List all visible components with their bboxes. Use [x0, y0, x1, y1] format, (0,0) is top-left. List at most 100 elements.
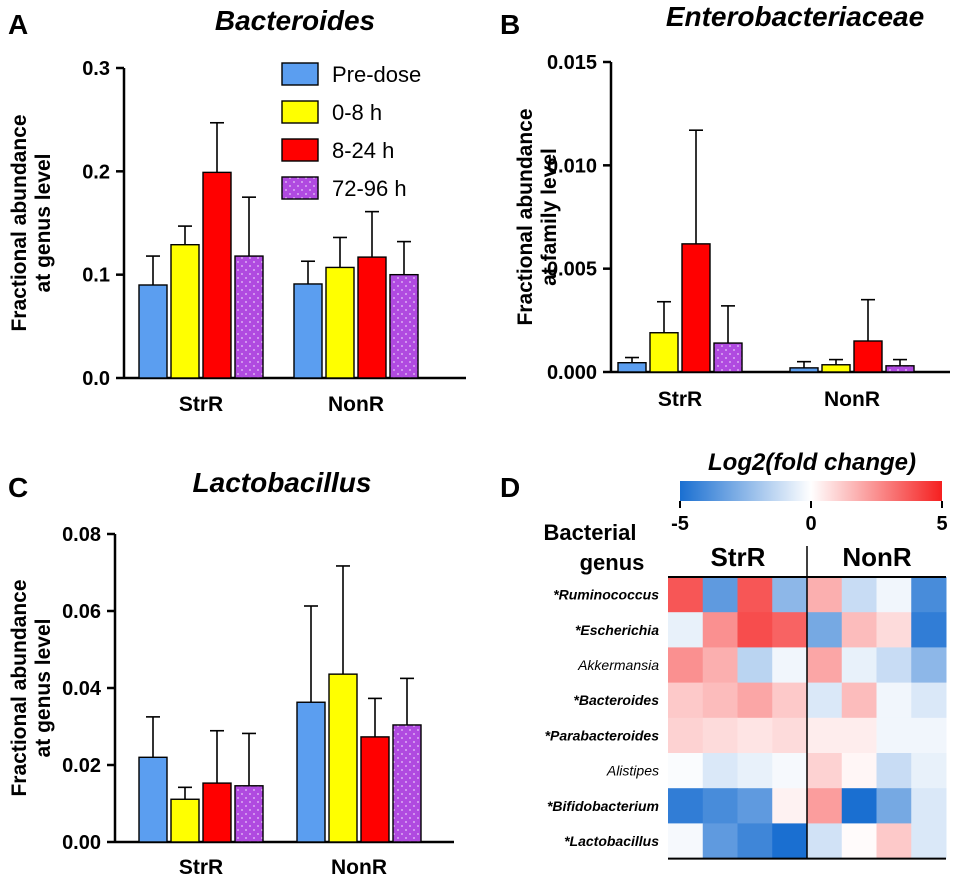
bar	[789, 367, 819, 373]
colorbar-tick-label: -5	[671, 513, 689, 535]
x-category-label: NonR	[824, 388, 880, 411]
bar	[617, 362, 647, 373]
bar	[138, 284, 168, 379]
chart-panel-b: Enterobacteriaceae Fractional abundance at…	[514, 1, 950, 411]
panel-letter-d: D	[500, 472, 520, 503]
heatmap-cell	[807, 753, 843, 789]
colorbar-tick-label: 5	[936, 513, 947, 535]
bar	[138, 756, 168, 843]
y-tick-label: 0.0	[82, 368, 110, 390]
heatmap-cell	[807, 788, 843, 824]
heatmap-cell	[702, 717, 738, 754]
heatmap-cell	[911, 612, 947, 648]
heatmap-cell	[876, 788, 912, 824]
bar	[234, 785, 264, 843]
chart-panel-a: Bacteroides Fractional abundance at genus …	[8, 5, 466, 416]
panel-letter-c: C	[8, 472, 28, 503]
bar	[293, 283, 323, 379]
bar	[821, 364, 851, 373]
heatmap-cell	[807, 717, 843, 754]
heatmap-group-label: StrR	[711, 542, 766, 572]
y-tick-label: 0.3	[82, 58, 110, 80]
bar	[234, 255, 264, 379]
heatmap-cell	[702, 823, 738, 860]
heatmap-cell	[807, 577, 843, 613]
legend-label: Pre-dose	[332, 62, 421, 87]
legend-swatch	[281, 100, 319, 124]
heatmap-row-label: *Ruminococcus	[553, 587, 659, 603]
heatmap-cell	[772, 717, 808, 754]
x-category-label: StrR	[658, 388, 702, 411]
heatmap-cell	[841, 823, 877, 860]
heatmap-cell	[807, 612, 843, 648]
heatmap-cell	[911, 647, 947, 684]
heatmap-cell	[911, 788, 947, 824]
heatmap-cell	[876, 682, 912, 719]
legend-label: 8-24 h	[332, 138, 394, 163]
bar	[649, 332, 679, 373]
heatmap-cell	[876, 823, 912, 860]
y-tick-label: 0.015	[547, 52, 597, 74]
heatmap-cell	[772, 823, 808, 860]
heatmap-cell	[772, 788, 808, 824]
y-tick-label: 0.06	[62, 601, 101, 623]
heatmap-cell	[737, 823, 773, 860]
x-category-label: NonR	[331, 856, 387, 879]
x-category-label: StrR	[179, 856, 223, 879]
bar	[681, 243, 711, 373]
row-header-line: Bacterial	[544, 520, 637, 545]
heatmap-cell	[911, 717, 947, 754]
heatmap-cell	[702, 682, 738, 719]
heatmap-cell	[668, 647, 704, 684]
heatmap-cell	[702, 753, 738, 789]
heatmap-cell	[737, 753, 773, 789]
legend-swatch	[281, 138, 319, 162]
bar	[853, 340, 883, 373]
bar	[296, 701, 326, 843]
bar	[325, 266, 355, 379]
chart-title: Enterobacteriaceae	[666, 1, 924, 32]
heatmap-cell	[737, 717, 773, 754]
row-header-line: genus	[580, 550, 645, 575]
colorbar-tick-label: 0	[805, 513, 816, 535]
y-axis-label-line: at genus level	[32, 154, 55, 293]
legend-label: 0-8 h	[332, 100, 382, 125]
colorbar	[680, 481, 942, 501]
heatmap-cell	[668, 717, 704, 754]
heatmap-row-label: *Bacteroides	[573, 692, 659, 708]
heatmap-cell	[911, 682, 947, 719]
heatmap-row-label: Alistipes	[606, 763, 659, 779]
heatmap-cell	[911, 753, 947, 789]
bar	[328, 673, 358, 843]
y-tick-label: 0.2	[82, 161, 110, 183]
bar	[170, 243, 200, 379]
heatmap-cell	[772, 753, 808, 789]
heatmap-cell	[876, 647, 912, 684]
y-tick-label: 0.02	[62, 755, 101, 777]
heatmap-cell	[668, 823, 704, 860]
heatmap-row-label: Akkermansia	[577, 657, 659, 673]
heatmap-cell	[841, 577, 877, 613]
heatmap-cell	[876, 717, 912, 754]
heatmap-cell	[737, 647, 773, 684]
y-tick-label: 0.010	[547, 155, 597, 177]
heatmap-cell	[841, 753, 877, 789]
heatmap-cell	[772, 577, 808, 613]
heatmap-cell	[876, 577, 912, 613]
y-axis-label-line: at genus level	[32, 619, 55, 758]
heatmap-cell	[668, 682, 704, 719]
heatmap-cell	[772, 647, 808, 684]
heatmap-group-label: NonR	[842, 542, 912, 572]
legend-swatch	[281, 176, 319, 200]
panel-letter-b: B	[500, 9, 520, 40]
bar	[389, 273, 419, 379]
y-tick-label: 0.08	[62, 524, 101, 546]
bar	[357, 256, 387, 379]
x-category-label: StrR	[179, 393, 223, 416]
y-axis-label-line: at family level	[538, 148, 561, 286]
colorbar-title: Log2(fold change)	[708, 449, 916, 476]
heatmap-cell	[807, 823, 843, 860]
y-axis-label-line: Fractional abundance	[514, 108, 537, 325]
heatmap-cell	[911, 823, 947, 860]
